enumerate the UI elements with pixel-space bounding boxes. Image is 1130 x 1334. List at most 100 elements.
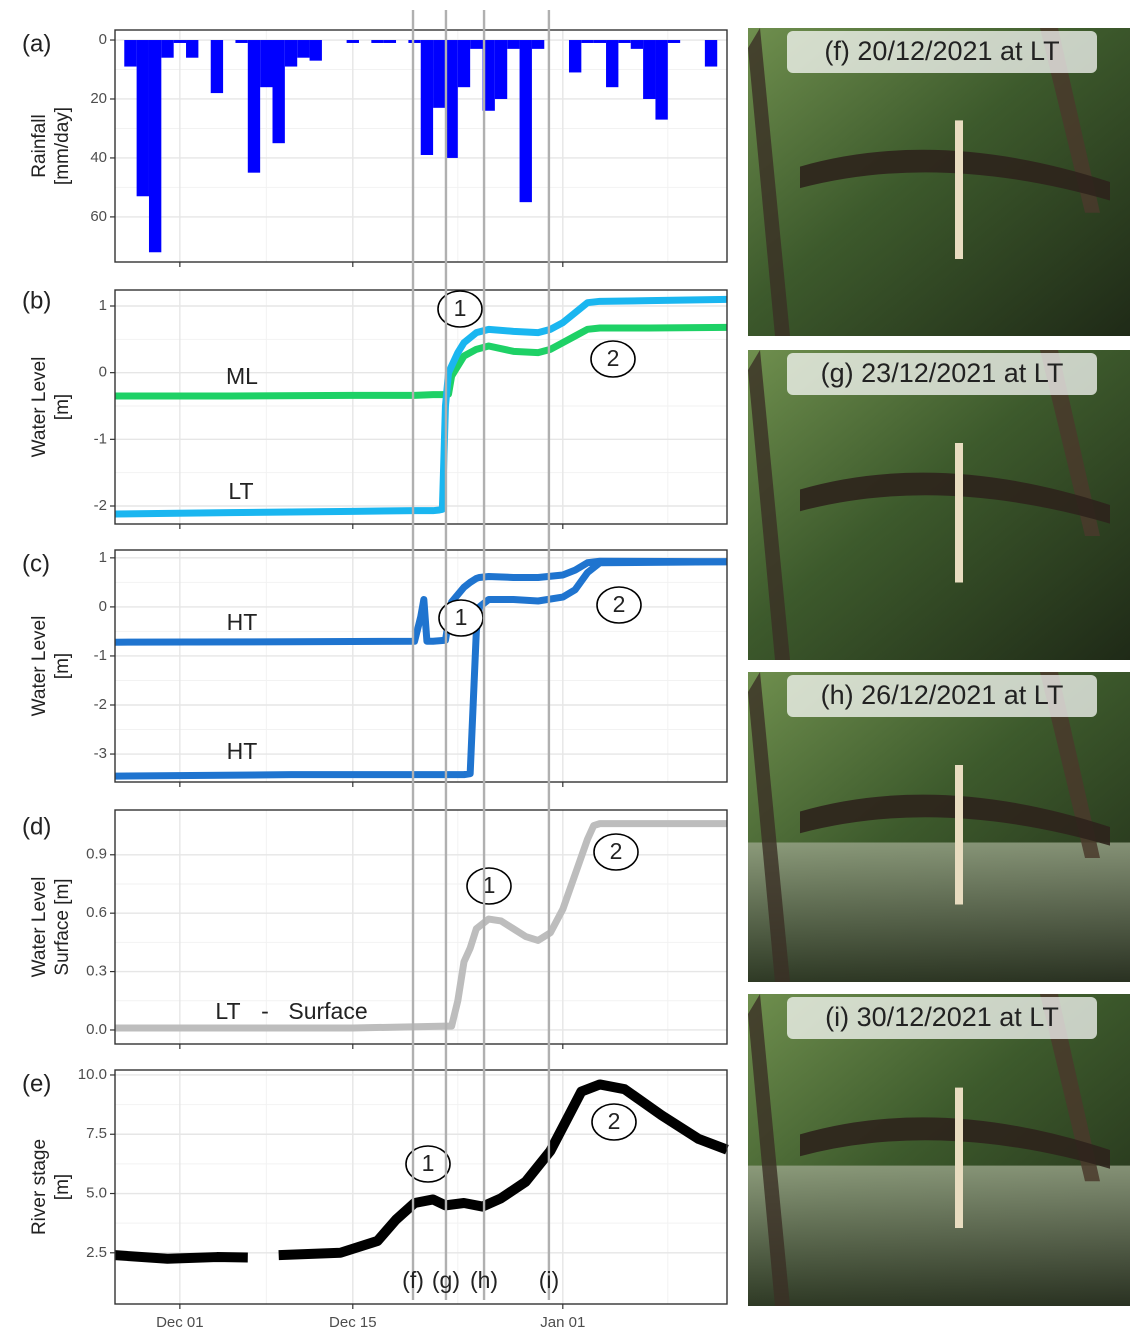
annotation: 1 — [454, 295, 467, 321]
y-tick-label: 1 — [99, 297, 107, 314]
y-tick-label: 40 — [90, 149, 107, 166]
y-tick-label: -2 — [94, 497, 107, 514]
bar — [285, 40, 297, 67]
y-axis-title: Water Level — [29, 616, 50, 717]
y-tick-label: 20 — [90, 90, 107, 107]
annotation: 2 — [608, 1108, 621, 1134]
y-tick-label: -1 — [94, 647, 107, 664]
bar — [433, 40, 445, 108]
figure: 0204060(a)Rainfall[mm/day]-2-101MLLT12(b… — [0, 0, 1130, 1334]
y-axis-title: River stage — [29, 1139, 50, 1235]
bar — [421, 40, 433, 155]
y-tick-label: 0 — [99, 598, 107, 615]
panel: 0.00.30.60.9LT-Surface12(d)Water LevelSu… — [22, 810, 727, 1049]
bar — [520, 40, 532, 202]
bar — [371, 40, 383, 43]
annotation: ML — [226, 363, 258, 389]
bar — [186, 40, 198, 58]
y-tick-label: 10.0 — [78, 1066, 107, 1083]
panel-label: (c) — [22, 550, 50, 577]
annotation: HT — [227, 609, 258, 635]
bar — [211, 40, 223, 93]
y-tick-label: 5.0 — [86, 1184, 107, 1201]
bar — [532, 40, 544, 49]
bar — [149, 40, 161, 252]
photo-caption: (g) 23/12/2021 at LT — [821, 358, 1064, 388]
photo: (f) 20/12/2021 at LT — [748, 28, 1130, 336]
panel-label: (e) — [22, 1070, 51, 1097]
bar — [569, 40, 581, 72]
bar — [470, 40, 482, 49]
photo-staff — [955, 120, 963, 259]
y-tick-label: -2 — [94, 696, 107, 713]
annotation: 1 — [422, 1150, 435, 1176]
bar — [235, 40, 247, 43]
photo: (h) 26/12/2021 at LT — [748, 672, 1130, 982]
panel: 0204060(a)Rainfall[mm/day] — [22, 30, 727, 267]
bar — [705, 40, 717, 67]
panel: -2 -1 0 1 ML LT 1 2 (b) Water Level[m] — [22, 287, 727, 529]
y-tick-label: 7.5 — [86, 1125, 107, 1142]
bar — [606, 40, 618, 87]
y-axis-title: Water Level — [29, 877, 50, 978]
y-axis-title: [m] — [52, 653, 73, 679]
panel-background — [115, 550, 727, 782]
panel-label: (b) — [22, 287, 51, 314]
bar — [137, 40, 149, 196]
bar — [618, 40, 630, 43]
annotation: 1 — [455, 604, 468, 630]
y-axis-title: Surface [m] — [52, 878, 73, 975]
y-tick-label: 0.3 — [86, 963, 107, 980]
annotation: Surface — [288, 998, 367, 1024]
annotation: LT — [228, 478, 253, 504]
panel: -3-2-101HTHT12(c)Water Level[m] — [22, 549, 727, 787]
y-tick-label: 0.9 — [86, 846, 107, 863]
bar — [594, 40, 606, 43]
x-tick-label: Jan 01 — [540, 1314, 585, 1331]
bar — [507, 40, 519, 49]
y-axis-title: [mm/day] — [52, 107, 73, 185]
photo-staff — [955, 1088, 963, 1228]
photo-caption: (f) 20/12/2021 at LT — [824, 36, 1059, 66]
event-label: (i) — [539, 1267, 559, 1293]
y-axis-title: Rainfall — [29, 114, 50, 177]
bar — [248, 40, 260, 173]
bar — [631, 40, 643, 49]
photo-caption: (i) 30/12/2021 at LT — [825, 1002, 1059, 1032]
bar — [495, 40, 507, 99]
x-tick-label: Dec 01 — [156, 1314, 204, 1331]
bar — [655, 40, 667, 120]
photo-staff — [955, 765, 963, 905]
annotation: HT — [227, 738, 258, 764]
y-tick-label: 0 — [99, 31, 107, 48]
annotation: 2 — [607, 345, 620, 371]
y-tick-label: -1 — [94, 430, 107, 447]
bar — [458, 40, 470, 87]
annotation: 2 — [613, 591, 626, 617]
photo: (i) 30/12/2021 at LT — [748, 994, 1130, 1306]
bar — [643, 40, 655, 99]
y-tick-label: 0.6 — [86, 904, 107, 921]
page: {"chart_data": [ {"type": "bar", "panel_… — [0, 0, 1130, 1334]
bar — [408, 40, 420, 43]
photo-staff — [955, 443, 963, 583]
y-axis-title: Water Level — [29, 357, 50, 458]
y-axis-title: [m] — [52, 394, 73, 420]
y-axis-title: [m] — [52, 1174, 73, 1200]
panel: 2.55.07.510.0Dec 01Dec 15Jan 0112(e)Rive… — [22, 1066, 727, 1331]
x-tick-label: Dec 15 — [329, 1314, 377, 1331]
bar — [668, 40, 680, 43]
annotation: - — [261, 998, 269, 1024]
bar — [384, 40, 396, 43]
event-label: (g) — [432, 1267, 460, 1293]
photo-water — [748, 843, 1130, 983]
panel-label: (a) — [22, 30, 51, 57]
y-tick-label: 0 — [99, 364, 107, 381]
y-tick-label: -3 — [94, 745, 107, 762]
bar — [445, 40, 457, 158]
event-label: (h) — [470, 1267, 498, 1293]
y-tick-label: 0.0 — [86, 1021, 107, 1038]
panel-label: (d) — [22, 813, 51, 840]
bar — [581, 40, 593, 43]
bar — [260, 40, 272, 87]
